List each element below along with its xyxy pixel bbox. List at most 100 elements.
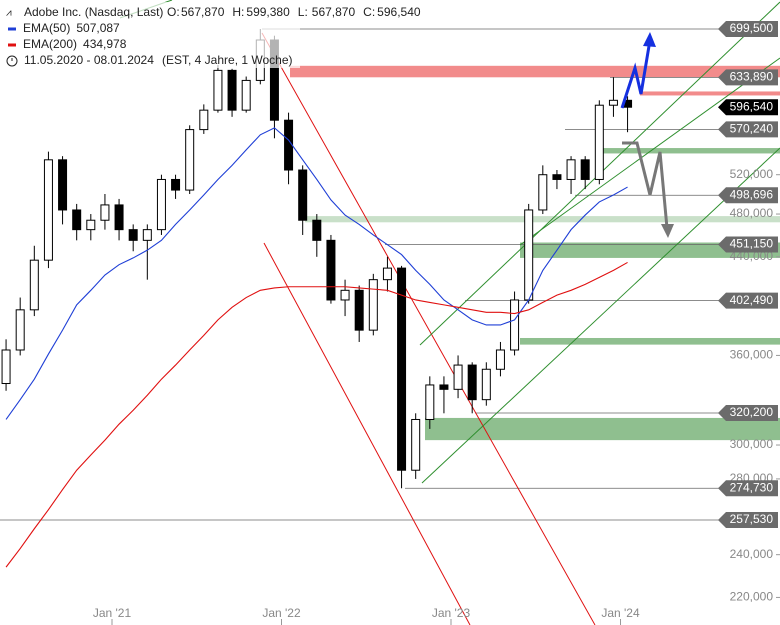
candle-body bbox=[594, 104, 604, 180]
level-label: 320,200 bbox=[730, 405, 774, 419]
candle-body bbox=[382, 267, 392, 281]
candle-body bbox=[142, 229, 152, 241]
candle-body bbox=[608, 99, 618, 106]
candle-body bbox=[580, 159, 590, 180]
x-tick-label: Jan '24 bbox=[601, 606, 640, 620]
level-label: 274,730 bbox=[730, 480, 774, 494]
quote-value: 599,380 bbox=[246, 5, 290, 19]
level-label: 596,540 bbox=[730, 99, 774, 113]
quote-name: L: bbox=[298, 5, 308, 19]
quote-name: H: bbox=[232, 5, 244, 19]
level-box bbox=[718, 404, 778, 421]
level-box bbox=[718, 512, 778, 529]
candle-body bbox=[1, 349, 11, 385]
candle-body bbox=[241, 79, 251, 111]
level-label: 451,150 bbox=[730, 237, 774, 251]
quote-name: O: bbox=[167, 5, 180, 19]
level-label: 699,500 bbox=[730, 21, 774, 35]
candle-body bbox=[552, 174, 562, 180]
zone bbox=[520, 242, 780, 258]
candle-body bbox=[171, 178, 181, 191]
level-box bbox=[718, 480, 778, 497]
zone bbox=[595, 148, 780, 154]
candle-body bbox=[114, 204, 124, 231]
arrow-head bbox=[643, 32, 656, 47]
candle-body bbox=[439, 384, 449, 390]
candle-body bbox=[86, 219, 96, 231]
candle-body bbox=[368, 279, 378, 331]
zone bbox=[290, 65, 780, 78]
header: ⩘ Adobe Inc. (Nasdaq, Last) 11.05.2020 -… bbox=[0, 2, 421, 68]
candle-body bbox=[411, 418, 421, 471]
trend-line bbox=[421, 147, 780, 484]
period-note: (EST, 4 Jahre, 1 Woche) bbox=[162, 53, 293, 67]
level-label: 570,240 bbox=[730, 122, 774, 136]
candle-body bbox=[538, 174, 548, 211]
levels bbox=[0, 28, 720, 521]
y-tick-label: 300,000 bbox=[730, 437, 774, 451]
candle-body bbox=[29, 259, 39, 311]
candle-body bbox=[128, 229, 138, 241]
x-tick-label: Jan '23 bbox=[432, 606, 471, 620]
level-label: 402,490 bbox=[730, 293, 774, 307]
candle-body bbox=[72, 209, 82, 231]
level-box bbox=[718, 121, 778, 138]
level-label: 633,890 bbox=[730, 70, 774, 84]
candle-body bbox=[495, 349, 505, 370]
axis: 220,000240,000280,000300,000360,000440,0… bbox=[93, 20, 780, 625]
arrows bbox=[620, 32, 674, 238]
legend-label: EMA(50) bbox=[23, 21, 70, 35]
y-tick-label: 520,000 bbox=[730, 167, 774, 181]
quote-value: 596,540 bbox=[377, 5, 421, 19]
arrow-head bbox=[661, 224, 674, 238]
clock-icon bbox=[6, 55, 18, 67]
candle-body bbox=[326, 239, 336, 301]
candle-body bbox=[15, 309, 25, 351]
zone bbox=[425, 417, 780, 441]
trend-line bbox=[263, 242, 471, 625]
level-box bbox=[718, 236, 778, 253]
symbol-icon: ⩘ bbox=[6, 8, 12, 19]
zones bbox=[290, 65, 780, 441]
x-tick-label: Jan '21 bbox=[93, 606, 132, 620]
candle-body bbox=[185, 129, 195, 191]
candle-body bbox=[58, 159, 68, 211]
level-box bbox=[718, 292, 778, 309]
legend-value: 434,978 bbox=[83, 37, 127, 51]
bear-arrow bbox=[622, 141, 669, 229]
plot bbox=[1, 28, 633, 568]
candle-body bbox=[284, 119, 294, 171]
legend-value: 507,087 bbox=[76, 21, 120, 35]
level-label: 257,530 bbox=[730, 512, 774, 526]
period: 11.05.2020 - 08.01.2024 bbox=[24, 53, 154, 67]
y-tick-label: 220,000 bbox=[730, 590, 774, 604]
legend-label: EMA(200) bbox=[23, 37, 77, 51]
header-bg bbox=[0, 2, 300, 68]
candle-body bbox=[397, 267, 407, 471]
level-box bbox=[718, 187, 778, 204]
quote-name: C: bbox=[363, 5, 375, 19]
x-tick-label: Jan '22 bbox=[262, 606, 301, 620]
bull-arrow bbox=[620, 39, 652, 109]
candle-body bbox=[199, 109, 209, 131]
zone bbox=[305, 216, 780, 223]
ema-line bbox=[5, 127, 628, 420]
candle-body bbox=[481, 368, 491, 401]
candle-body bbox=[467, 364, 477, 401]
candle-body bbox=[453, 364, 463, 390]
candle-body bbox=[213, 69, 223, 111]
zone bbox=[640, 91, 780, 96]
candle-body bbox=[510, 299, 520, 351]
candle-body bbox=[298, 169, 308, 221]
candle-body bbox=[43, 159, 53, 261]
level-box bbox=[718, 20, 778, 37]
quote-value: 567,870 bbox=[312, 5, 356, 19]
trend-line bbox=[519, 57, 780, 246]
candle-body bbox=[100, 204, 110, 221]
zone bbox=[520, 337, 780, 345]
ema-line bbox=[5, 261, 628, 568]
level-box bbox=[718, 99, 778, 116]
level-label: 498,696 bbox=[730, 187, 774, 201]
quote-value: 567,870 bbox=[181, 5, 225, 19]
